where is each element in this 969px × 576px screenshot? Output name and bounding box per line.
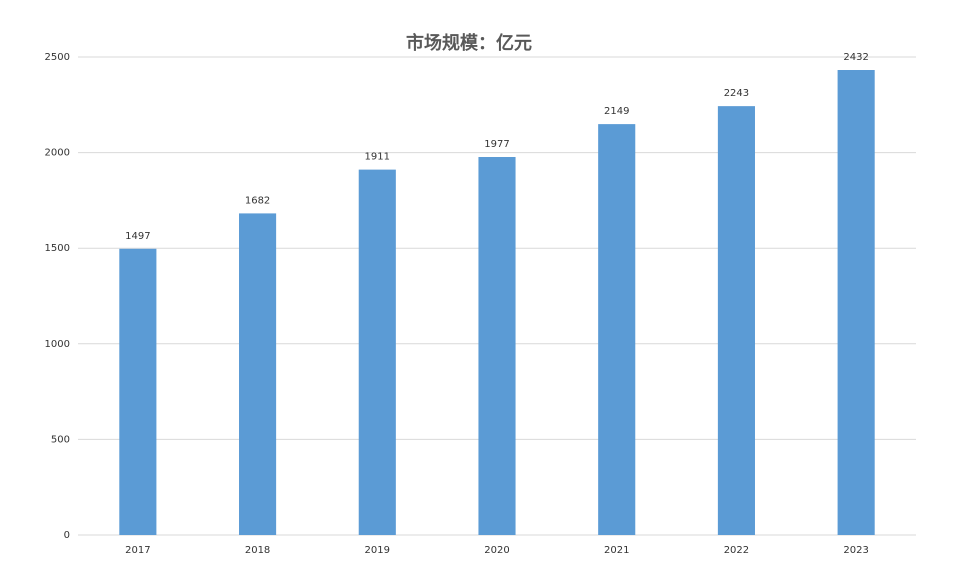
bar — [837, 70, 875, 536]
data-label: 1911 — [365, 152, 390, 163]
data-label: 1682 — [245, 195, 270, 206]
chart-title: 市场规模：亿元 — [406, 32, 532, 54]
x-tick-label: 2018 — [245, 545, 270, 556]
y-tick-label: 2000 — [45, 148, 70, 159]
y-tick-label: 2500 — [45, 52, 70, 63]
data-label: 1497 — [125, 231, 150, 242]
x-tick-label: 2019 — [365, 545, 390, 556]
data-label: 2432 — [843, 52, 868, 63]
y-tick-label: 500 — [51, 434, 70, 445]
data-label: 1977 — [484, 139, 509, 150]
x-tick-label: 2020 — [484, 545, 509, 556]
bar — [598, 124, 636, 535]
bar — [358, 169, 396, 535]
y-tick-label: 1500 — [45, 243, 70, 254]
data-label: 2243 — [724, 88, 749, 99]
bar — [717, 106, 755, 535]
bar — [239, 213, 277, 535]
data-label: 2149 — [604, 106, 629, 117]
x-tick-label: 2022 — [724, 545, 749, 556]
y-tick-label: 1000 — [45, 339, 70, 350]
x-tick-label: 2017 — [125, 545, 150, 556]
y-tick-label: 0 — [64, 530, 70, 541]
bar — [119, 248, 157, 535]
bar — [478, 156, 516, 535]
x-tick-label: 2021 — [604, 545, 629, 556]
x-tick-label: 2023 — [843, 545, 868, 556]
